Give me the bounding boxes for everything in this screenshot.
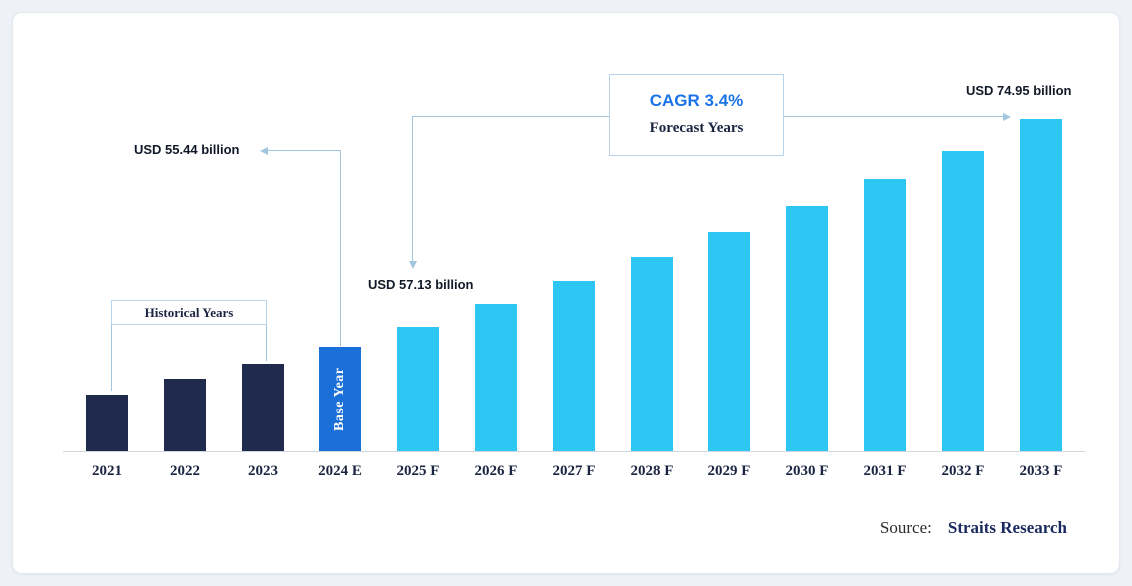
historical-bracket-left bbox=[111, 325, 112, 391]
bar-2030-f bbox=[786, 206, 828, 451]
forecast-connector-right-horizontal bbox=[784, 116, 1003, 117]
bar-2029-f bbox=[708, 232, 750, 451]
x-axis-label-2025-f: 2025 F bbox=[396, 463, 440, 479]
forecast-connector-left-horizontal bbox=[412, 116, 609, 117]
x-axis-label-2029-f: 2029 F bbox=[707, 463, 751, 479]
arrow-down-icon bbox=[409, 261, 417, 269]
bar-2028-f bbox=[631, 257, 673, 451]
x-axis-label-2023: 2023 bbox=[248, 463, 278, 479]
x-axis-line bbox=[63, 451, 1085, 452]
x-axis-label-2028-f: 2028 F bbox=[630, 463, 674, 479]
bar-2025-f bbox=[397, 327, 439, 451]
base-year-connector-vertical bbox=[340, 150, 341, 346]
x-axis-label-2021: 2021 bbox=[92, 463, 122, 479]
chart-stage: 2021 2022 2023 Base Year 2024 E 2025 F 2026 F 2… bbox=[13, 13, 1119, 573]
arrow-right-icon bbox=[1003, 113, 1011, 121]
cagr-value: CAGR 3.4% bbox=[649, 91, 744, 110]
x-axis-label-2032-f: 2032 F bbox=[941, 463, 985, 479]
forecast-years-label: Forecast Years bbox=[649, 120, 744, 136]
source-prefix: Source: bbox=[879, 518, 932, 537]
x-axis-label-2030-f: 2030 F bbox=[785, 463, 829, 479]
bar-2022 bbox=[164, 379, 206, 451]
value-label-last-forecast: USD 74.95 billion bbox=[966, 83, 1072, 98]
bar-2021 bbox=[86, 395, 128, 451]
arrow-left-icon bbox=[260, 147, 268, 155]
source-attribution: Source: Straits Research bbox=[880, 518, 1067, 538]
base-year-bar-label: Base Year bbox=[332, 367, 347, 431]
bar-2032-f bbox=[942, 151, 984, 451]
x-axis-label-2033-f: 2033 F bbox=[1019, 463, 1063, 479]
base-year-connector-horizontal bbox=[268, 150, 340, 151]
bar-2026-f bbox=[475, 304, 517, 451]
source-name: Straits Research bbox=[947, 518, 1067, 537]
x-axis-label-2026-f: 2026 F bbox=[474, 463, 518, 479]
value-label-base-year: USD 55.44 billion bbox=[134, 142, 240, 157]
x-axis-label-2031-f: 2031 F bbox=[863, 463, 907, 479]
bar-2027-f bbox=[553, 281, 595, 451]
x-axis-label-2022: 2022 bbox=[170, 463, 200, 479]
chart-card: 2021 2022 2023 Base Year 2024 E 2025 F 2026 F 2… bbox=[12, 12, 1120, 574]
forecast-connector-left-vertical bbox=[412, 116, 413, 261]
bar-2023 bbox=[242, 364, 284, 451]
cagr-forecast-box: CAGR 3.4% Forecast Years bbox=[609, 74, 784, 156]
bar-2031-f bbox=[864, 179, 906, 451]
historical-bracket-right bbox=[266, 325, 267, 361]
bar-2024-e: Base Year bbox=[319, 347, 361, 451]
bar-2033-f bbox=[1020, 119, 1062, 451]
value-label-first-forecast: USD 57.13 billion bbox=[368, 277, 474, 292]
historical-years-box: Historical Years bbox=[111, 300, 267, 325]
historical-years-label: Historical Years bbox=[144, 304, 234, 320]
x-axis-label-2027-f: 2027 F bbox=[552, 463, 596, 479]
x-axis-label-2024-e: 2024 E bbox=[318, 463, 362, 479]
